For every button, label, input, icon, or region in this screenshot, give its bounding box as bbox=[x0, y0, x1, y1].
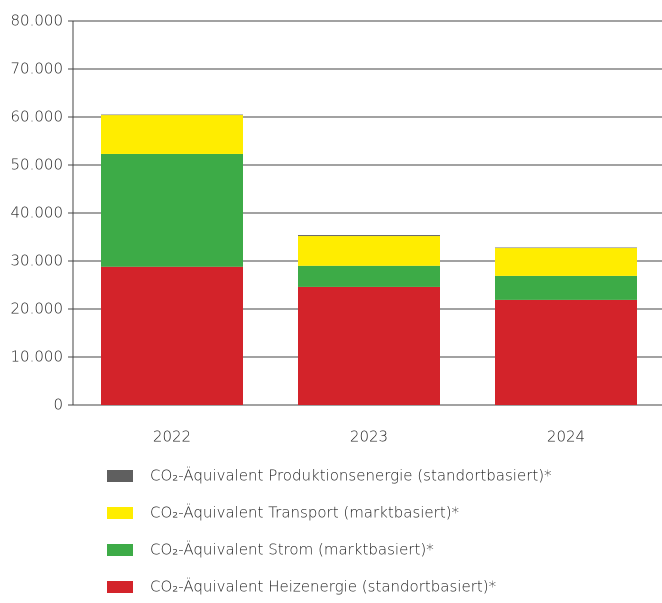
y-tick-label: 0 bbox=[53, 396, 63, 414]
bar-segment bbox=[298, 235, 440, 237]
legend-swatch bbox=[107, 544, 133, 556]
y-tick-label: 20.000 bbox=[11, 300, 64, 318]
y-tick-label: 80.000 bbox=[11, 12, 64, 30]
x-tick-label: 2022 bbox=[153, 428, 191, 446]
legend-swatch bbox=[107, 581, 133, 593]
bar-segment bbox=[101, 153, 243, 267]
bar-segment bbox=[101, 266, 243, 405]
y-tick-label: 30.000 bbox=[11, 252, 64, 270]
bar-segment bbox=[101, 115, 243, 154]
bar-segment bbox=[495, 275, 637, 300]
bar-segment bbox=[298, 286, 440, 405]
y-tick-label: 50.000 bbox=[11, 156, 64, 174]
legend-label: CO₂-Äquivalent Transport (marktbasiert)* bbox=[150, 503, 459, 522]
legend-swatch bbox=[107, 470, 133, 482]
legend-swatch bbox=[107, 507, 133, 519]
y-tick-label: 10.000 bbox=[11, 348, 64, 366]
bar-segment bbox=[495, 299, 637, 405]
legend-label: CO₂-Äquivalent Strom (marktbasiert)* bbox=[150, 540, 434, 559]
y-tick-label: 70.000 bbox=[11, 60, 64, 78]
bar-segment bbox=[298, 236, 440, 266]
x-tick-label: 2023 bbox=[350, 428, 388, 446]
bar-segment bbox=[298, 265, 440, 287]
x-tick-label: 2024 bbox=[547, 428, 585, 446]
y-tick-label: 40.000 bbox=[11, 204, 64, 222]
y-tick-label: 60.000 bbox=[11, 108, 64, 126]
legend-label: CO₂-Äquivalent Heizenergie (standortbasi… bbox=[150, 577, 496, 596]
bar-segment bbox=[495, 248, 637, 276]
legend-label: CO₂-Äquivalent Produktionsenergie (stand… bbox=[150, 466, 552, 485]
